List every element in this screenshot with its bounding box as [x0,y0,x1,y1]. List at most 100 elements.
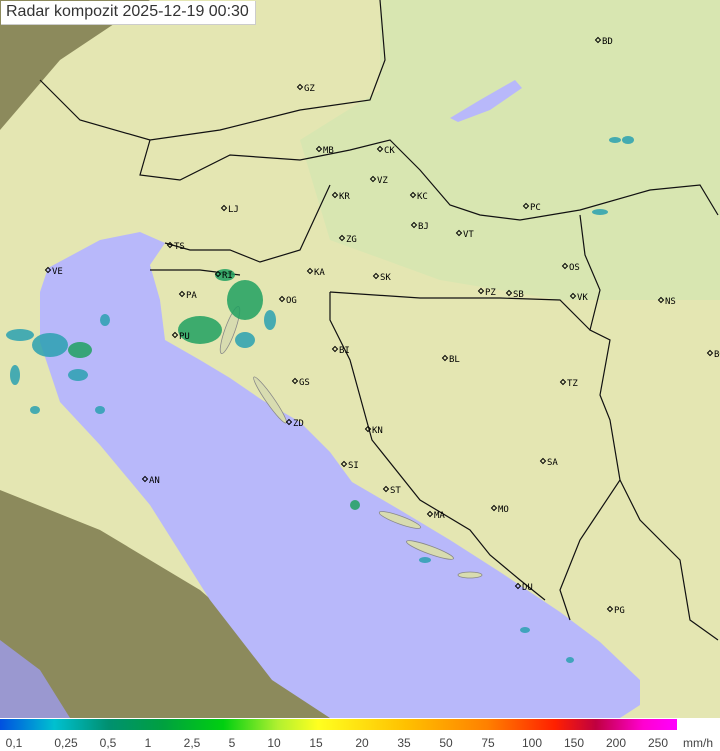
city-label: BJ [418,222,429,232]
city-label: PZ [485,288,496,298]
city-marker: BG [706,349,720,360]
city-label: KA [314,268,325,278]
bottom-left-sea [0,640,70,718]
city-marker: KA [306,267,325,278]
city-marker: PC [522,202,541,213]
city-label: ZG [346,235,357,245]
legend-tick: 0,1 [5,736,23,750]
radar-echo [100,314,110,326]
radar-echo [350,500,360,510]
city-label: KR [339,192,350,202]
city-diamond-icon [455,229,463,237]
radar-echo [520,627,530,633]
legend-tick: 200 [605,736,627,750]
city-marker: SI [340,460,359,471]
city-diamond-icon [315,145,323,153]
city-marker: PU [171,331,190,342]
city-label: CK [384,146,395,156]
city-marker: OS [561,262,580,273]
radar-echo [609,137,621,143]
city-markers: GZ MB CK VZ KR KC PC LJ ZG BJ VT TS VE KA SK OS RI PA OG PZ… [44,36,720,616]
city-marker: PG [606,605,625,616]
city-marker: LJ [220,204,239,215]
city-marker: VK [569,292,588,303]
city-label: SI [348,461,359,471]
radar-echo [264,310,276,330]
city-diamond-icon [514,582,522,590]
city-diamond-icon [594,36,602,44]
city-marker: KC [409,191,428,202]
city-diamond-icon [606,605,614,613]
city-marker: KR [331,191,350,202]
city-label: VT [463,230,474,240]
city-label: SB [513,290,524,300]
legend-tick: 15 [309,736,323,750]
city-label: KN [372,426,383,436]
city-diamond-icon [409,191,417,199]
radar-echo [178,316,222,344]
radar-echo [235,332,255,348]
radar-echoes [6,136,634,663]
city-diamond-icon [657,296,665,304]
city-diamond-icon [291,377,299,385]
city-marker: NS [657,296,676,307]
legend-tick: 50 [439,736,453,750]
city-marker: VZ [369,175,388,186]
radar-echo [622,136,634,144]
city-label: PG [614,606,625,616]
city-marker: SK [372,272,391,283]
city-label: VE [52,267,63,277]
city-marker: VE [44,266,63,277]
city-label: ST [390,486,401,496]
city-label: BI [339,346,350,356]
radar-echo [6,329,34,341]
city-diamond-icon [364,425,372,433]
city-label: MB [323,146,334,156]
legend-tick: 150 [563,736,585,750]
legend-tick: 20 [355,736,369,750]
legend-tick: 75 [481,736,495,750]
radar-echo [95,406,105,414]
city-diamond-icon [706,349,714,357]
city-diamond-icon [331,191,339,199]
lake-balaton [450,80,522,122]
city-label: BD [602,37,613,47]
city-marker: GZ [296,83,315,94]
city-diamond-icon [306,267,314,275]
city-label: TZ [567,379,578,389]
city-marker: ZG [338,234,357,245]
city-label: PU [179,332,190,342]
legend-tick: 35 [397,736,411,750]
map-title: Radar kompozit 2025-12-19 00:30 [1,1,256,25]
city-marker: ST [382,485,401,496]
city-label: PC [530,203,541,213]
legend-tick: 1 [144,736,152,750]
city-diamond-icon [426,510,434,518]
radar-echo [592,209,608,215]
adriatic-sea [40,232,640,718]
city-label: AN [149,476,160,486]
city-marker: SA [539,457,558,468]
radar-echo [227,280,263,320]
precipitation-legend: 0,1 0,25 0,5 1 2,5 5 10 15 20 35 50 75 100 150 200 250 m… [0,719,720,751]
city-marker: ZD [285,418,304,429]
city-label: SA [547,458,558,468]
city-diamond-icon [278,295,286,303]
city-diamond-icon [331,345,339,353]
city-diamond-icon [376,145,384,153]
city-marker: RI [214,270,233,281]
city-marker: PA [178,290,197,301]
city-marker: BJ [410,221,429,232]
city-label: BL [449,355,460,365]
legend-tick: 0,5 [99,736,117,750]
city-label: VK [577,293,588,303]
city-label: NS [665,297,676,307]
legend-tick: 2,5 [183,736,201,750]
radar-echo [30,406,40,414]
radar-map[interactable]: GZ MB CK VZ KR KC PC LJ ZG BJ VT TS VE KA SK OS RI PA OG PZ… [0,0,720,718]
city-diamond-icon [340,460,348,468]
legend-tick: 5 [228,736,236,750]
city-label: DU [522,583,533,593]
city-marker: KN [364,425,383,436]
city-diamond-icon [220,204,228,212]
